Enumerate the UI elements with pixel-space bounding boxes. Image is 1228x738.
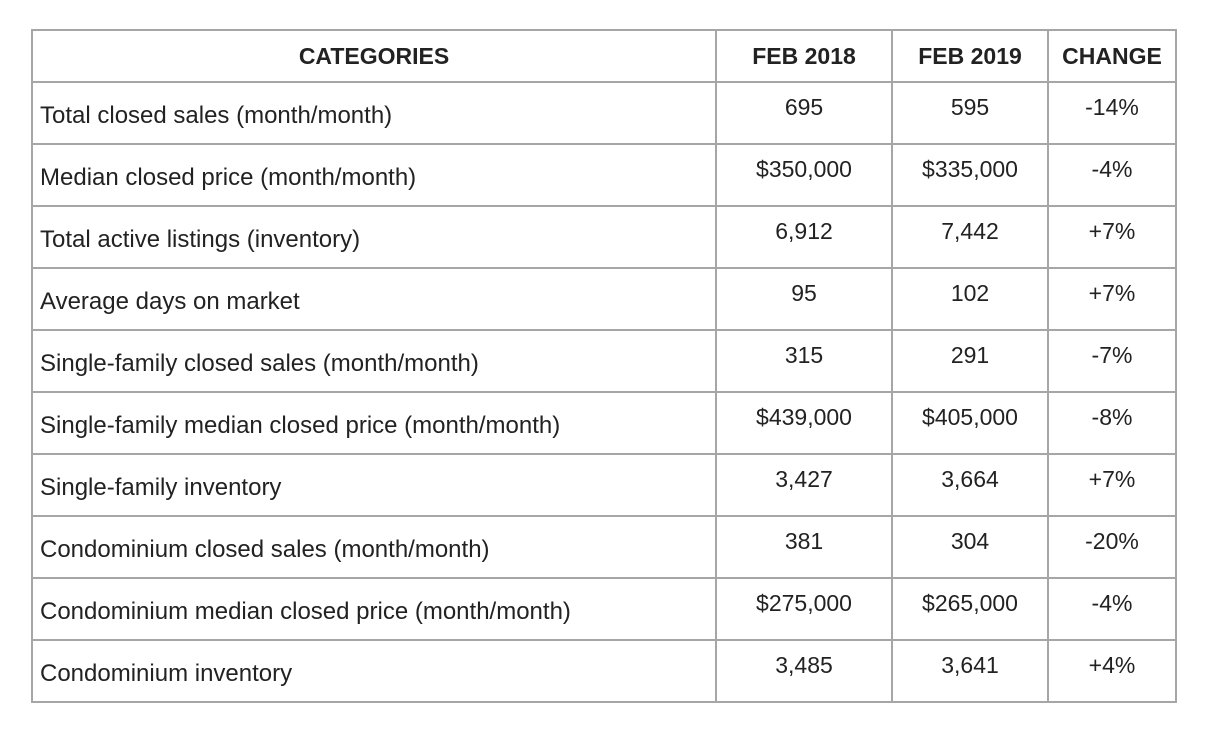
- feb-2019-cell: 304: [891, 515, 1049, 579]
- feb-2019-cell: 291: [891, 329, 1049, 393]
- change-cell: -4%: [1047, 577, 1177, 641]
- table-row: Condominium median closed price (month/m…: [31, 577, 1177, 641]
- table-row: Single-family median closed price (month…: [31, 391, 1177, 455]
- change-cell: +7%: [1047, 453, 1177, 517]
- change-cell: -4%: [1047, 143, 1177, 207]
- table-row: Condominium closed sales (month/month) 3…: [31, 515, 1177, 579]
- header-change: CHANGE: [1047, 29, 1177, 83]
- category-cell: Condominium median closed price (month/m…: [31, 577, 717, 641]
- table-row: Condominium inventory 3,485 3,641 +4%: [31, 639, 1177, 703]
- feb-2018-cell: 6,912: [715, 205, 893, 269]
- feb-2018-cell: 95: [715, 267, 893, 331]
- feb-2019-cell: 3,641: [891, 639, 1049, 703]
- table-row: Total closed sales (month/month) 695 595…: [31, 81, 1177, 145]
- feb-2019-cell: 7,442: [891, 205, 1049, 269]
- feb-2019-cell: 102: [891, 267, 1049, 331]
- table-row: Single-family closed sales (month/month)…: [31, 329, 1177, 393]
- feb-2019-cell: 3,664: [891, 453, 1049, 517]
- change-cell: +4%: [1047, 639, 1177, 703]
- category-cell: Median closed price (month/month): [31, 143, 717, 207]
- feb-2019-cell: $405,000: [891, 391, 1049, 455]
- table-header-row: CATEGORIES FEB 2018 FEB 2019 CHANGE: [31, 29, 1177, 83]
- category-cell: Average days on market: [31, 267, 717, 331]
- table-row: Median closed price (month/month) $350,0…: [31, 143, 1177, 207]
- change-cell: -7%: [1047, 329, 1177, 393]
- category-cell: Single-family closed sales (month/month): [31, 329, 717, 393]
- feb-2018-cell: 315: [715, 329, 893, 393]
- category-cell: Total active listings (inventory): [31, 205, 717, 269]
- feb-2018-cell: 695: [715, 81, 893, 145]
- category-cell: Single-family median closed price (month…: [31, 391, 717, 455]
- change-cell: -8%: [1047, 391, 1177, 455]
- table-row: Total active listings (inventory) 6,912 …: [31, 205, 1177, 269]
- feb-2019-cell: 595: [891, 81, 1049, 145]
- market-stats-table: CATEGORIES FEB 2018 FEB 2019 CHANGE Tota…: [31, 29, 1177, 703]
- feb-2018-cell: $350,000: [715, 143, 893, 207]
- category-cell: Condominium inventory: [31, 639, 717, 703]
- feb-2019-cell: $335,000: [891, 143, 1049, 207]
- header-feb-2019: FEB 2019: [891, 29, 1049, 83]
- change-cell: -14%: [1047, 81, 1177, 145]
- change-cell: +7%: [1047, 205, 1177, 269]
- table-container: CATEGORIES FEB 2018 FEB 2019 CHANGE Tota…: [31, 29, 1177, 703]
- table-row: Average days on market 95 102 +7%: [31, 267, 1177, 331]
- feb-2019-cell: $265,000: [891, 577, 1049, 641]
- category-cell: Total closed sales (month/month): [31, 81, 717, 145]
- header-feb-2018: FEB 2018: [715, 29, 893, 83]
- category-cell: Condominium closed sales (month/month): [31, 515, 717, 579]
- feb-2018-cell: $275,000: [715, 577, 893, 641]
- feb-2018-cell: 381: [715, 515, 893, 579]
- table-row: Single-family inventory 3,427 3,664 +7%: [31, 453, 1177, 517]
- feb-2018-cell: 3,485: [715, 639, 893, 703]
- header-categories: CATEGORIES: [31, 29, 717, 83]
- category-cell: Single-family inventory: [31, 453, 717, 517]
- feb-2018-cell: $439,000: [715, 391, 893, 455]
- change-cell: +7%: [1047, 267, 1177, 331]
- feb-2018-cell: 3,427: [715, 453, 893, 517]
- change-cell: -20%: [1047, 515, 1177, 579]
